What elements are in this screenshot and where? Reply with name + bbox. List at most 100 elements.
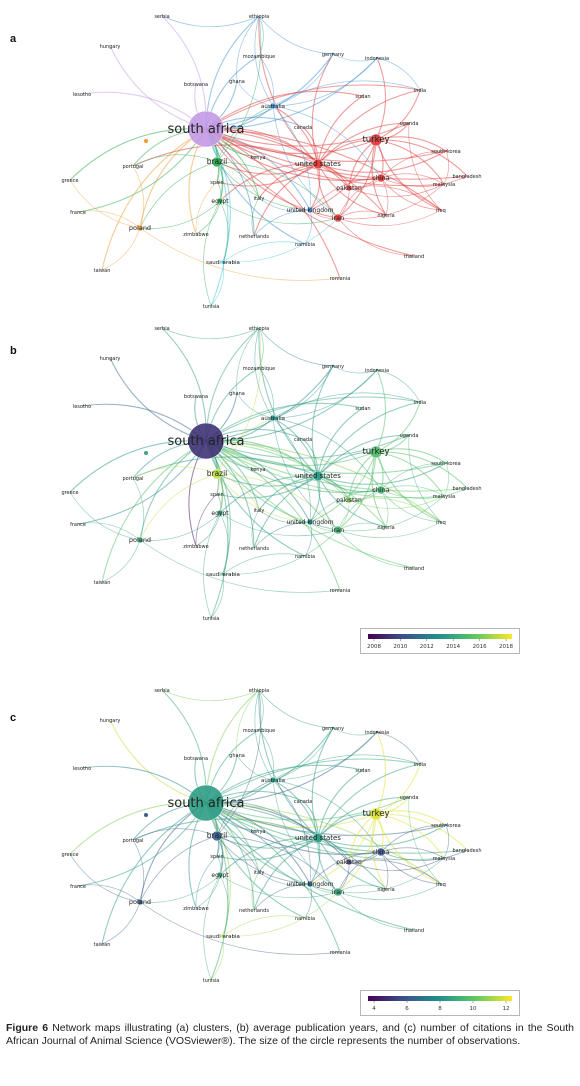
edge xyxy=(317,163,382,181)
edge xyxy=(348,495,445,509)
edge xyxy=(253,163,319,237)
label-greece: greece xyxy=(61,852,78,858)
edge xyxy=(216,163,319,187)
edge xyxy=(132,477,145,541)
label-taiwan: taiwan xyxy=(94,268,111,274)
edge xyxy=(77,128,207,213)
edge xyxy=(139,901,341,955)
colorbar-tick-label: 6 xyxy=(405,1006,409,1012)
edge xyxy=(258,15,319,165)
edge xyxy=(258,729,275,781)
edge xyxy=(337,891,415,931)
label-turkey: turkey xyxy=(362,809,389,819)
network-map-citations: serbia ethiopia hungary mozambique germany in… xyxy=(61,688,481,984)
edge xyxy=(317,434,410,477)
label-italy: italy xyxy=(254,508,265,514)
network-map-clusters: serbia ethiopia hungary mozambique germany in… xyxy=(61,14,481,310)
edge xyxy=(332,727,378,736)
edge xyxy=(272,417,339,531)
nodes: serbia ethiopia hungary mozambique germany in… xyxy=(61,688,481,984)
edge xyxy=(139,473,218,541)
edge xyxy=(348,497,442,523)
edge xyxy=(258,327,334,367)
edge xyxy=(337,522,387,531)
edge xyxy=(205,128,341,279)
label-botswana: botswana xyxy=(184,394,208,400)
label-serbia: serbia xyxy=(154,14,169,20)
edge xyxy=(253,883,311,911)
node-indonesia xyxy=(375,368,379,372)
edge xyxy=(348,183,445,197)
node-south-korea xyxy=(444,461,448,465)
label-australia: australia xyxy=(261,416,285,422)
label-nigeria: nigeria xyxy=(377,213,394,219)
edge xyxy=(375,813,445,859)
label-italy: italy xyxy=(254,196,265,202)
node-iran xyxy=(333,887,343,897)
label-india: india xyxy=(414,88,426,94)
label-romania: romania xyxy=(330,276,351,282)
edge xyxy=(101,227,141,271)
edge xyxy=(375,813,468,851)
edge xyxy=(254,327,274,419)
node-germany xyxy=(331,52,335,56)
edge xyxy=(69,179,141,229)
label-namibia: namibia xyxy=(295,554,315,560)
label-greece: greece xyxy=(61,490,78,496)
label-bangladesh: bangladesh xyxy=(452,848,481,854)
node-united-kingdom xyxy=(306,206,314,214)
colorbar-frame xyxy=(360,628,520,654)
edge xyxy=(205,402,364,442)
edge xyxy=(258,367,275,419)
label-botswana: botswana xyxy=(184,82,208,88)
label-portugal: portugal xyxy=(122,476,143,482)
colorbar-gradient xyxy=(368,996,512,1001)
node-china xyxy=(376,847,386,857)
label-south-korea: south korea xyxy=(431,823,460,829)
edge xyxy=(161,15,260,27)
edge xyxy=(236,754,274,781)
edge xyxy=(317,89,421,165)
edge xyxy=(216,15,262,163)
edge xyxy=(258,689,319,839)
edge xyxy=(408,122,442,211)
node-south-korea xyxy=(444,823,448,827)
node-turkey xyxy=(369,133,383,147)
label-turkey: turkey xyxy=(362,447,389,457)
label-tunisia: tunisia xyxy=(203,978,220,984)
edge xyxy=(219,200,339,225)
label-malaysia: malaysia xyxy=(433,494,455,500)
label-indonesia: indonesia xyxy=(365,56,389,62)
edge xyxy=(222,553,306,575)
edge xyxy=(337,451,377,531)
node-dot xyxy=(144,451,148,455)
edge xyxy=(205,440,387,528)
node-turkey xyxy=(369,445,383,459)
label-thailand: thailand xyxy=(404,928,424,934)
edge xyxy=(219,874,229,937)
colorbar-tick-label: 2018 xyxy=(499,644,513,650)
label-mozambique: mozambique xyxy=(243,366,275,372)
edge xyxy=(222,241,306,263)
edge xyxy=(195,493,218,547)
edge xyxy=(132,839,145,903)
edge xyxy=(195,874,221,909)
panel-label-a: a xyxy=(10,33,17,45)
node-egypt xyxy=(216,197,224,205)
label-taiwan: taiwan xyxy=(94,580,111,586)
node-indonesia xyxy=(375,730,379,734)
label-portugal: portugal xyxy=(122,838,143,844)
edge xyxy=(380,487,468,499)
label-south-africa: south africa xyxy=(167,434,244,449)
node-united-states xyxy=(312,158,324,170)
colorbar-tick-label: 2008 xyxy=(367,644,381,650)
node-egypt xyxy=(216,509,224,517)
edge xyxy=(161,689,260,701)
label-namibia: namibia xyxy=(295,916,315,922)
label-hungary: hungary xyxy=(100,44,121,50)
edge xyxy=(375,136,447,152)
edge xyxy=(376,369,421,403)
label-hungary: hungary xyxy=(100,718,121,724)
edge xyxy=(272,731,378,781)
label-zimbabwe: zimbabwe xyxy=(183,544,208,550)
